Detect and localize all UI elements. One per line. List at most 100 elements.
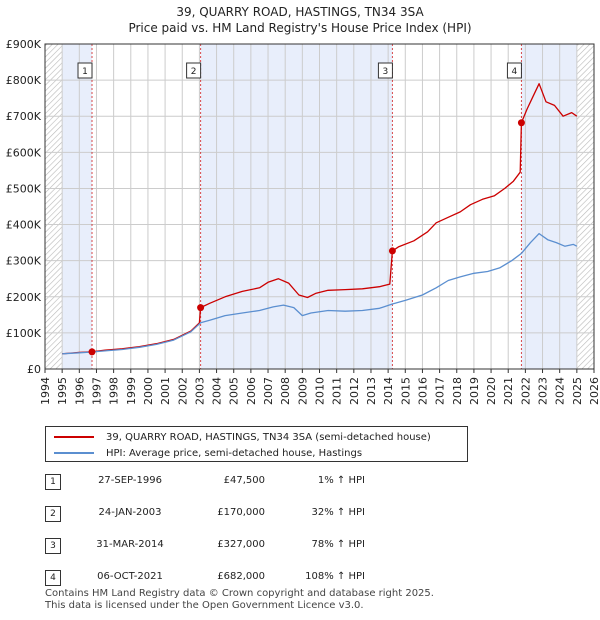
sale-price: £682,000 <box>217 571 265 582</box>
y-tick-label: £600K <box>6 146 42 159</box>
x-tick-label: 2008 <box>279 377 292 405</box>
legend-item-hpi: HPI: Average price, semi-detached house,… <box>54 446 362 460</box>
x-tick-label: 2024 <box>554 377 567 405</box>
sale-row: 1 27-SEP-1996 £47,500 1% ↑ HPI <box>45 472 465 492</box>
sale-hpi: 1% ↑ HPI <box>317 475 365 486</box>
legend-swatch-property <box>54 436 94 438</box>
y-tick-label: £0 <box>27 363 41 376</box>
x-tick-label: 2001 <box>159 377 172 405</box>
sale-row: 2 24-JAN-2003 £170,000 32% ↑ HPI <box>45 504 465 524</box>
sale-price: £47,500 <box>223 475 265 486</box>
annotation-box <box>186 62 202 79</box>
footer-line2: This data is licensed under the Open Gov… <box>45 600 364 611</box>
x-tick-label: 2014 <box>382 377 395 405</box>
sale-point <box>388 247 396 255</box>
x-tick-label: 2004 <box>211 377 224 405</box>
sale-date: 31-MAR-2014 <box>96 539 164 550</box>
x-tick-label: 1994 <box>39 377 52 405</box>
x-tick-label: 2010 <box>314 377 327 405</box>
sale-price: £170,000 <box>217 507 265 518</box>
annotation-label: 4 <box>512 67 518 77</box>
sale-point <box>517 119 525 127</box>
x-tick-label: 2000 <box>142 377 155 405</box>
annotation-label: 3 <box>383 67 389 77</box>
sale-row: 3 31-MAR-2014 £327,000 78% ↑ HPI <box>45 536 465 556</box>
sale-badge: 1 <box>45 474 61 490</box>
series-line <box>62 232 578 355</box>
chart-title: 39, QUARRY ROAD, HASTINGS, TN34 3SA Pric… <box>0 4 600 36</box>
x-tick-label: 2023 <box>537 377 550 405</box>
y-tick-label: £800K <box>6 74 42 87</box>
x-tick-label: 2003 <box>193 377 206 405</box>
x-tick-label: 2007 <box>262 377 275 405</box>
x-tick-label: 2005 <box>228 377 241 405</box>
y-tick-label: £300K <box>6 255 42 268</box>
hatched-band <box>576 44 594 369</box>
footer: Contains HM Land Registry data © Crown c… <box>45 588 434 612</box>
y-tick-label: £700K <box>6 110 42 123</box>
shaded-band <box>521 44 577 369</box>
x-tick-label: 2013 <box>365 377 378 405</box>
sale-badge: 4 <box>45 570 61 586</box>
annotation-box <box>506 62 522 79</box>
annotation-box <box>377 62 393 79</box>
sale-row: 4 06-OCT-2021 £682,000 108% ↑ HPI <box>45 568 465 588</box>
x-tick-label: 2025 <box>571 377 584 405</box>
legend-label-property: 39, QUARRY ROAD, HASTINGS, TN34 3SA (sem… <box>106 431 431 443</box>
x-tick-label: 1999 <box>125 377 138 405</box>
sale-badge: 2 <box>45 506 61 522</box>
sale-hpi: 78% ↑ HPI <box>311 539 365 550</box>
footer-line1: Contains HM Land Registry data © Crown c… <box>45 588 434 599</box>
x-tick-label: 2020 <box>485 377 498 405</box>
chart: 1 2 3 4 £0 £100K £200K £300K £400K £500K £600K £70… <box>6 38 600 405</box>
sale-badge: 3 <box>45 538 61 554</box>
x-tick-label: 2021 <box>502 377 515 405</box>
x-tick-label: 2015 <box>399 377 412 405</box>
sale-date: 06-OCT-2021 <box>97 571 163 582</box>
x-tick-label: 1996 <box>73 377 86 405</box>
legend-item-property: 39, QUARRY ROAD, HASTINGS, TN34 3SA (sem… <box>54 430 431 444</box>
y-tick-label: £500K <box>6 182 42 195</box>
x-tick-label: 2012 <box>348 377 361 405</box>
y-tick-label: £100K <box>6 327 42 340</box>
x-tick-label: 2002 <box>176 377 189 405</box>
x-tick-label: 2016 <box>416 377 429 405</box>
x-tick-label: 2009 <box>296 377 309 405</box>
sale-point <box>88 348 96 356</box>
sale-date: 24-JAN-2003 <box>98 507 162 518</box>
x-tick-label: 1997 <box>90 377 103 405</box>
legend: 39, QUARRY ROAD, HASTINGS, TN34 3SA (sem… <box>45 426 468 462</box>
shaded-band <box>62 44 93 369</box>
legend-swatch-hpi <box>54 452 94 454</box>
sale-point <box>197 304 205 312</box>
sale-hpi: 108% ↑ HPI <box>305 571 365 582</box>
x-tick-label: 2026 <box>588 377 600 405</box>
y-tick-label: £400K <box>6 219 42 232</box>
sale-date: 27-SEP-1996 <box>98 475 162 486</box>
hatched-band <box>45 44 63 369</box>
axes: £0 £100K £200K £300K £400K £500K £600K £700K £80… <box>6 38 600 405</box>
x-tick-label: 2017 <box>434 377 447 405</box>
x-tick-label: 2018 <box>451 377 464 405</box>
chart-title-line2: Price paid vs. HM Land Registry's House … <box>128 21 472 35</box>
x-tick-label: 2019 <box>468 377 481 405</box>
x-tick-label: 2011 <box>331 377 344 405</box>
plot-frame <box>44 43 595 370</box>
y-tick-label: £900K <box>6 38 42 51</box>
sale-hpi: 32% ↑ HPI <box>311 507 365 518</box>
annotation-label: 2 <box>191 67 197 77</box>
chart-title-line1: 39, QUARRY ROAD, HASTINGS, TN34 3SA <box>176 5 424 19</box>
annotation-box <box>77 62 93 79</box>
sale-price: £327,000 <box>217 539 265 550</box>
x-tick-label: 2022 <box>519 377 532 405</box>
gridlines <box>44 43 595 370</box>
y-tick-label: £200K <box>6 291 42 304</box>
annotation-label: 1 <box>82 67 88 77</box>
sale-points <box>88 119 525 356</box>
x-tick-label: 1995 <box>56 377 69 405</box>
shaded-band <box>200 44 393 369</box>
legend-label-hpi: HPI: Average price, semi-detached house,… <box>106 447 363 459</box>
annotation-boxes: 1 2 3 4 <box>77 62 522 79</box>
shaded-bands <box>45 44 594 369</box>
x-tick-label: 2006 <box>245 377 258 405</box>
